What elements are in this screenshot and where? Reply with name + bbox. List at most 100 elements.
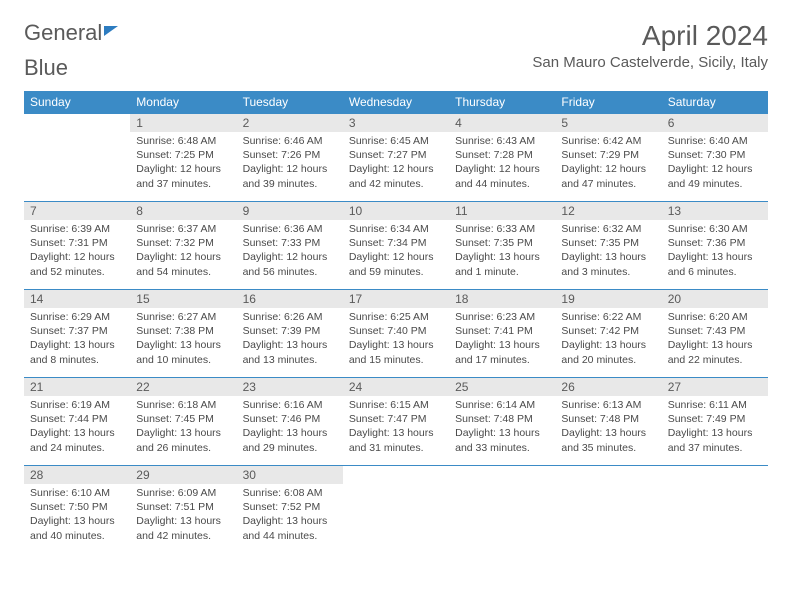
daylight-text: Daylight: 13 hours and 17 minutes. [455, 338, 549, 366]
sunrise-text: Sunrise: 6:10 AM [30, 486, 124, 500]
daylight-text: Daylight: 12 hours and 54 minutes. [136, 250, 230, 278]
daylight-text: Daylight: 12 hours and 42 minutes. [349, 162, 443, 190]
day-info: Sunrise: 6:20 AMSunset: 7:43 PMDaylight:… [662, 308, 768, 373]
sunset-text: Sunset: 7:26 PM [243, 148, 337, 162]
daylight-text: Daylight: 13 hours and 13 minutes. [243, 338, 337, 366]
sunrise-text: Sunrise: 6:20 AM [668, 310, 762, 324]
day-cell: 29Sunrise: 6:09 AMSunset: 7:51 PMDayligh… [130, 466, 236, 554]
sunrise-text: Sunrise: 6:48 AM [136, 134, 230, 148]
day-cell: 16Sunrise: 6:26 AMSunset: 7:39 PMDayligh… [237, 290, 343, 378]
day-info: Sunrise: 6:39 AMSunset: 7:31 PMDaylight:… [24, 220, 130, 285]
day-cell: 24Sunrise: 6:15 AMSunset: 7:47 PMDayligh… [343, 378, 449, 466]
daylight-text: Daylight: 13 hours and 15 minutes. [349, 338, 443, 366]
weekday-header-row: SundayMondayTuesdayWednesdayThursdayFrid… [24, 91, 768, 114]
day-number: 3 [343, 114, 449, 132]
day-info: Sunrise: 6:13 AMSunset: 7:48 PMDaylight:… [555, 396, 661, 461]
daylight-text: Daylight: 13 hours and 40 minutes. [30, 514, 124, 542]
calendar-body: 1Sunrise: 6:48 AMSunset: 7:25 PMDaylight… [24, 114, 768, 554]
daylight-text: Daylight: 12 hours and 52 minutes. [30, 250, 124, 278]
day-info: Sunrise: 6:33 AMSunset: 7:35 PMDaylight:… [449, 220, 555, 285]
day-number: 13 [662, 202, 768, 220]
day-number [662, 466, 768, 470]
day-number: 9 [237, 202, 343, 220]
day-cell: 26Sunrise: 6:13 AMSunset: 7:48 PMDayligh… [555, 378, 661, 466]
sunset-text: Sunset: 7:30 PM [668, 148, 762, 162]
day-cell: 25Sunrise: 6:14 AMSunset: 7:48 PMDayligh… [449, 378, 555, 466]
day-number: 19 [555, 290, 661, 308]
sunset-text: Sunset: 7:45 PM [136, 412, 230, 426]
day-number: 14 [24, 290, 130, 308]
sunset-text: Sunset: 7:28 PM [455, 148, 549, 162]
day-info: Sunrise: 6:37 AMSunset: 7:32 PMDaylight:… [130, 220, 236, 285]
weekday-saturday: Saturday [662, 91, 768, 114]
weekday-friday: Friday [555, 91, 661, 114]
sunrise-text: Sunrise: 6:08 AM [243, 486, 337, 500]
daylight-text: Daylight: 12 hours and 37 minutes. [136, 162, 230, 190]
sunrise-text: Sunrise: 6:14 AM [455, 398, 549, 412]
day-info: Sunrise: 6:19 AMSunset: 7:44 PMDaylight:… [24, 396, 130, 461]
day-number: 21 [24, 378, 130, 396]
day-number: 1 [130, 114, 236, 132]
sunrise-text: Sunrise: 6:37 AM [136, 222, 230, 236]
day-info: Sunrise: 6:36 AMSunset: 7:33 PMDaylight:… [237, 220, 343, 285]
logo: General [24, 20, 120, 46]
day-info: Sunrise: 6:46 AMSunset: 7:26 PMDaylight:… [237, 132, 343, 197]
daylight-text: Daylight: 13 hours and 6 minutes. [668, 250, 762, 278]
daylight-text: Daylight: 13 hours and 20 minutes. [561, 338, 655, 366]
day-number: 15 [130, 290, 236, 308]
day-info: Sunrise: 6:25 AMSunset: 7:40 PMDaylight:… [343, 308, 449, 373]
daylight-text: Daylight: 13 hours and 26 minutes. [136, 426, 230, 454]
sunrise-text: Sunrise: 6:19 AM [30, 398, 124, 412]
title-block: April 2024 San Mauro Castelverde, Sicily… [532, 20, 768, 71]
sunset-text: Sunset: 7:51 PM [136, 500, 230, 514]
day-info: Sunrise: 6:40 AMSunset: 7:30 PMDaylight:… [662, 132, 768, 197]
day-cell: 18Sunrise: 6:23 AMSunset: 7:41 PMDayligh… [449, 290, 555, 378]
sunrise-text: Sunrise: 6:16 AM [243, 398, 337, 412]
daylight-text: Daylight: 12 hours and 59 minutes. [349, 250, 443, 278]
day-cell: 17Sunrise: 6:25 AMSunset: 7:40 PMDayligh… [343, 290, 449, 378]
week-row: 1Sunrise: 6:48 AMSunset: 7:25 PMDaylight… [24, 114, 768, 202]
day-info: Sunrise: 6:11 AMSunset: 7:49 PMDaylight:… [662, 396, 768, 461]
sunrise-text: Sunrise: 6:22 AM [561, 310, 655, 324]
calendar-table: SundayMondayTuesdayWednesdayThursdayFrid… [24, 91, 768, 554]
daylight-text: Daylight: 12 hours and 49 minutes. [668, 162, 762, 190]
sunrise-text: Sunrise: 6:13 AM [561, 398, 655, 412]
sunset-text: Sunset: 7:35 PM [455, 236, 549, 250]
sunset-text: Sunset: 7:34 PM [349, 236, 443, 250]
day-cell: 30Sunrise: 6:08 AMSunset: 7:52 PMDayligh… [237, 466, 343, 554]
day-number: 23 [237, 378, 343, 396]
day-cell: 21Sunrise: 6:19 AMSunset: 7:44 PMDayligh… [24, 378, 130, 466]
day-number: 18 [449, 290, 555, 308]
day-cell: 15Sunrise: 6:27 AMSunset: 7:38 PMDayligh… [130, 290, 236, 378]
sunset-text: Sunset: 7:52 PM [243, 500, 337, 514]
day-number: 12 [555, 202, 661, 220]
day-cell: 23Sunrise: 6:16 AMSunset: 7:46 PMDayligh… [237, 378, 343, 466]
sunrise-text: Sunrise: 6:39 AM [30, 222, 124, 236]
sunrise-text: Sunrise: 6:40 AM [668, 134, 762, 148]
weekday-tuesday: Tuesday [237, 91, 343, 114]
daylight-text: Daylight: 13 hours and 42 minutes. [136, 514, 230, 542]
day-number: 26 [555, 378, 661, 396]
day-number: 20 [662, 290, 768, 308]
logo-text-general: General [24, 20, 102, 46]
sunset-text: Sunset: 7:46 PM [243, 412, 337, 426]
daylight-text: Daylight: 13 hours and 44 minutes. [243, 514, 337, 542]
sunset-text: Sunset: 7:48 PM [561, 412, 655, 426]
sunrise-text: Sunrise: 6:34 AM [349, 222, 443, 236]
day-info: Sunrise: 6:42 AMSunset: 7:29 PMDaylight:… [555, 132, 661, 197]
sunrise-text: Sunrise: 6:29 AM [30, 310, 124, 324]
daylight-text: Daylight: 12 hours and 44 minutes. [455, 162, 549, 190]
sunset-text: Sunset: 7:27 PM [349, 148, 443, 162]
sunset-text: Sunset: 7:41 PM [455, 324, 549, 338]
sunrise-text: Sunrise: 6:25 AM [349, 310, 443, 324]
day-info: Sunrise: 6:22 AMSunset: 7:42 PMDaylight:… [555, 308, 661, 373]
day-cell: 1Sunrise: 6:48 AMSunset: 7:25 PMDaylight… [130, 114, 236, 202]
weekday-wednesday: Wednesday [343, 91, 449, 114]
day-number: 29 [130, 466, 236, 484]
day-info: Sunrise: 6:15 AMSunset: 7:47 PMDaylight:… [343, 396, 449, 461]
daylight-text: Daylight: 13 hours and 10 minutes. [136, 338, 230, 366]
day-info: Sunrise: 6:26 AMSunset: 7:39 PMDaylight:… [237, 308, 343, 373]
day-cell: 3 Sunrise: 6:45 AMSunset: 7:27 PMDaylight… [343, 114, 449, 202]
day-number [343, 466, 449, 470]
sunrise-text: Sunrise: 6:45 AM [349, 134, 443, 148]
